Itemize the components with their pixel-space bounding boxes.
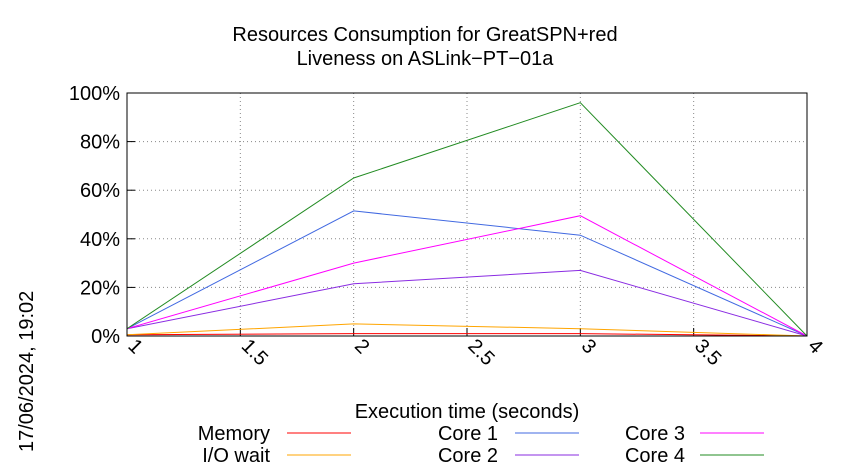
x-axis-label: Execution time (seconds) bbox=[355, 401, 580, 423]
series-line-memory bbox=[126, 333, 808, 337]
x-tick-labels: 1 1.5 2 2.5 3 3.5 4 bbox=[123, 335, 826, 370]
legend-label-core-1: Core 1 bbox=[438, 423, 498, 445]
series-line-core-4 bbox=[126, 102, 808, 337]
y-tick-label: 0% bbox=[91, 326, 120, 348]
plot-frame bbox=[126, 92, 808, 337]
x-tick-label: 1 bbox=[123, 335, 146, 358]
legend-label-i-o-wait: I/O wait bbox=[202, 445, 270, 467]
chart-title-line-1: Resources Consumption for GreatSPN+red bbox=[232, 24, 617, 46]
legend-label-core-4: Core 4 bbox=[625, 445, 685, 467]
chart-title-line-2: Liveness on ASLink−PT−01a bbox=[297, 48, 555, 70]
x-tick-label: 2.5 bbox=[463, 335, 498, 370]
y-tick-label: 20% bbox=[80, 277, 120, 299]
y-tick-label: 40% bbox=[80, 229, 120, 251]
x-tick-label: 3.5 bbox=[690, 335, 725, 370]
series-line-core-3 bbox=[126, 215, 808, 337]
grid bbox=[126, 92, 808, 337]
legend-label-core-2: Core 2 bbox=[438, 445, 498, 467]
y-tick-label: 80% bbox=[80, 132, 120, 154]
legend-label-memory: Memory bbox=[198, 423, 270, 445]
series-line-core-1 bbox=[126, 210, 808, 337]
x-tick-label: 1.5 bbox=[237, 335, 272, 370]
x-tick-label: 2 bbox=[350, 335, 373, 358]
legend-label-core-3: Core 3 bbox=[625, 423, 685, 445]
series-line-core-2 bbox=[126, 269, 808, 337]
x-tick-label: 4 bbox=[803, 335, 826, 358]
x-tick-label: 3 bbox=[577, 335, 600, 358]
series-line-i-o-wait bbox=[126, 323, 808, 337]
y-tick-labels: 0% 20% 40% 60% 80% 100% bbox=[69, 83, 120, 348]
series-lines bbox=[126, 102, 808, 337]
timestamp: 17/06/2024, 19:02 bbox=[16, 291, 38, 452]
y-tick-label: 100% bbox=[69, 83, 120, 105]
y-tick-label: 60% bbox=[80, 180, 120, 202]
